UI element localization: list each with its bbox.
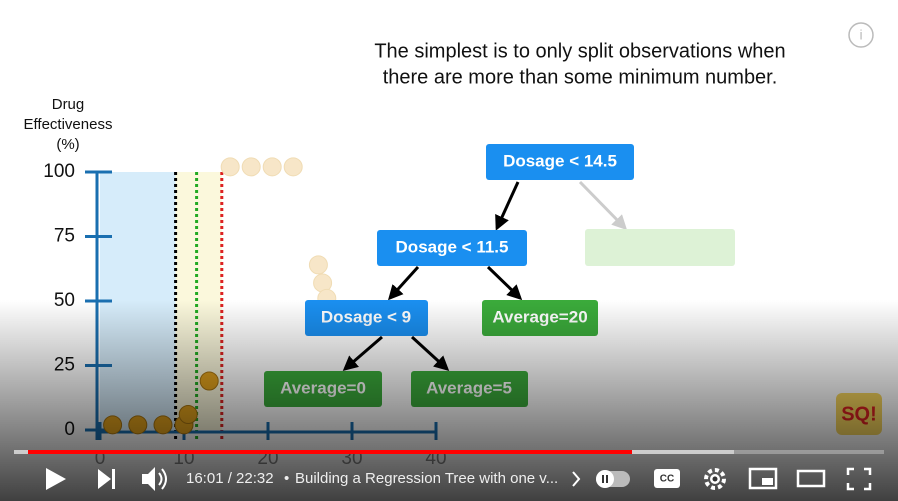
- chapter-title[interactable]: Building a Regression Tree with one v...: [295, 470, 558, 487]
- autoplay-pause: [602, 475, 604, 483]
- next-button[interactable]: [98, 469, 111, 489]
- y-axis-label: (%): [56, 136, 79, 153]
- volume-waves: [158, 468, 167, 490]
- separator: •: [284, 470, 289, 487]
- miniplayer-button[interactable]: [748, 467, 778, 490]
- y-tick-label: 100: [43, 161, 75, 182]
- play-button[interactable]: [46, 468, 66, 490]
- info-icon[interactable]: [848, 22, 874, 48]
- fullscreen-button[interactable]: [846, 467, 872, 491]
- y-axis-label: Drug: [52, 96, 85, 113]
- time-display: 16:01 / 22:32: [186, 470, 274, 487]
- faded-point: [241, 157, 261, 177]
- caption: The simplest is to only split observatio…: [374, 40, 785, 62]
- arrow: [578, 180, 628, 231]
- faded-point: [308, 255, 328, 275]
- progress-played: [28, 450, 632, 454]
- controls-shade: [0, 300, 898, 501]
- autoplay-knob: [596, 470, 614, 488]
- chapter-chevron: [572, 471, 581, 487]
- settings-button[interactable]: [704, 468, 726, 490]
- caption: there are more than some minimum number.: [383, 66, 778, 88]
- autoplay-pause: [606, 475, 608, 483]
- tree-node: [486, 144, 634, 180]
- arrow: [495, 181, 520, 231]
- captions-text: CC: [660, 474, 674, 485]
- faded-point: [220, 157, 240, 177]
- settings-hole: [712, 476, 718, 482]
- faded-point: [262, 157, 282, 177]
- info-icon-text: i: [859, 27, 862, 43]
- volume-button[interactable]: [142, 467, 155, 491]
- faded-point: [283, 157, 303, 177]
- arrow: [387, 265, 420, 301]
- y-axis-label: Effectiveness: [24, 116, 113, 133]
- captions-button[interactable]: [654, 469, 680, 488]
- tree-node-label: Dosage < 11.5: [396, 237, 509, 256]
- miniplayer-inner: [762, 478, 773, 485]
- arrow: [486, 265, 523, 301]
- theater-button[interactable]: [796, 469, 826, 488]
- tree-node-faded: [585, 229, 735, 266]
- tree-node-label: Dosage < 14.5: [503, 151, 617, 170]
- tree-node: [377, 230, 527, 266]
- next-button-bar: [112, 469, 115, 489]
- y-tick-label: 75: [54, 226, 75, 247]
